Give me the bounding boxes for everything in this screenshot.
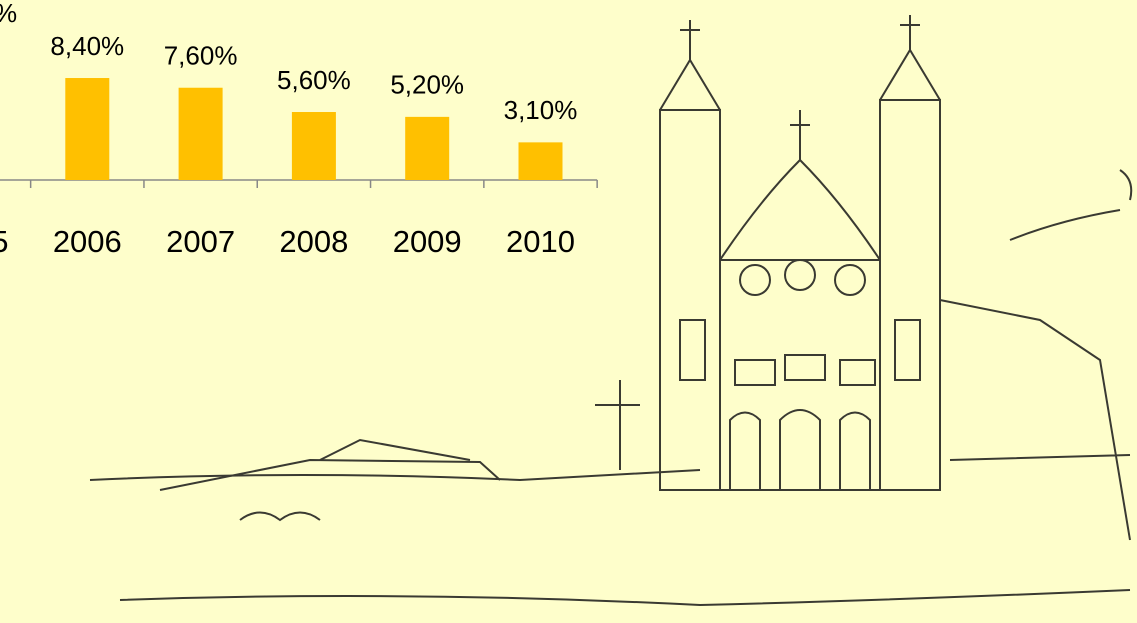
bar xyxy=(291,112,336,180)
background-sketch xyxy=(89,15,1133,607)
x-tick-label: 2008 xyxy=(279,224,348,259)
x-tick-label: 2006 xyxy=(53,224,122,259)
data-label: 8,40% xyxy=(50,31,124,61)
data-label: 3,10% xyxy=(504,95,578,125)
bar xyxy=(178,87,223,180)
data-label: 5,20% xyxy=(390,70,464,100)
bar xyxy=(65,78,110,180)
bar xyxy=(518,142,563,180)
data-label: 5,60% xyxy=(277,65,351,95)
bar xyxy=(405,116,450,180)
x-tick-label: 2010 xyxy=(506,224,575,259)
data-label: 11,10% xyxy=(0,0,17,28)
data-label: 7,60% xyxy=(164,41,238,71)
x-tick-label: 2007 xyxy=(166,224,235,259)
x-tick-label: 2009 xyxy=(393,224,462,259)
x-tick-label: 2005 xyxy=(0,224,8,259)
